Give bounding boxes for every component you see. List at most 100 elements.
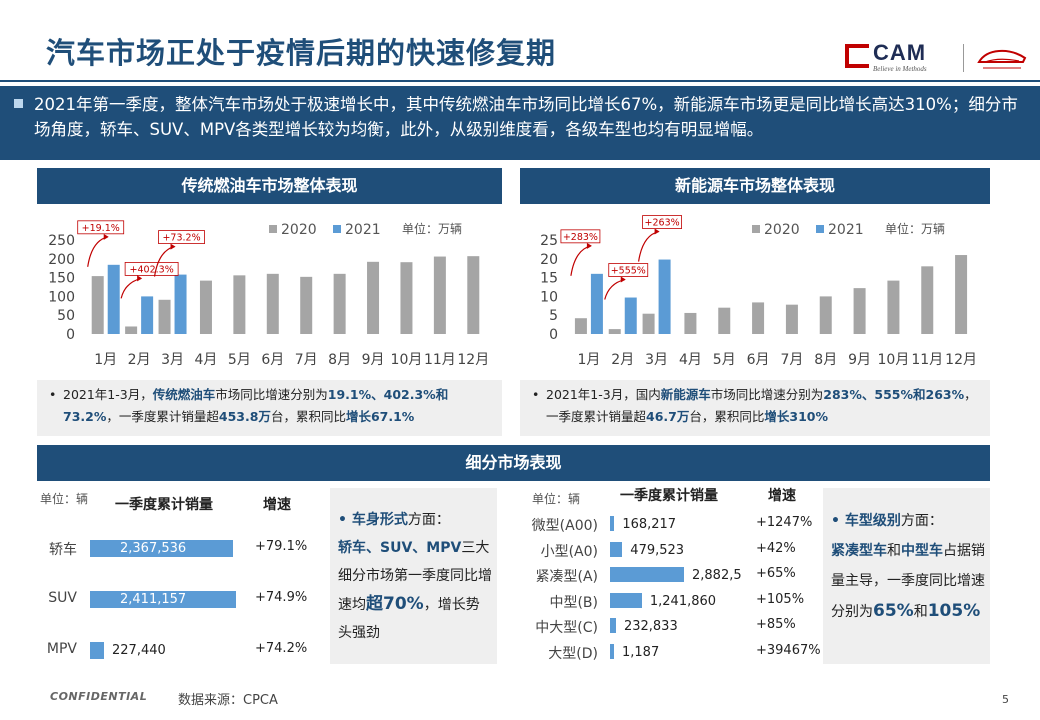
column-header-growth: 增速 [263,497,291,513]
legend-label: 2020 [281,222,317,238]
sales-value-label: 2,411,157 [120,592,187,607]
bar-2020 [608,329,621,334]
y-tick-label: 150 [48,271,75,287]
growth-arrow-icon [120,277,142,299]
title-divider [0,80,1040,82]
bar-2020 [467,256,480,334]
legend-swatch [752,225,760,233]
sales-bar [610,592,642,608]
growth-annotation-box [124,262,179,276]
y-tick-label: 100 [48,289,75,305]
arrowhead-icon [654,228,660,235]
bar-2021 [174,274,187,334]
nev-note-text: 台，累积同比 [689,409,765,424]
bar-2021 [590,273,603,334]
growth-rate-label: +85% [756,617,796,632]
sales-value-label: 232,833 [623,619,678,634]
level-note-text: 和 [913,604,928,620]
growth-rate-label: +105% [756,591,805,607]
page-title: 汽车市场正处于疫情后期的快速修复期 [46,36,557,70]
nev-note-text: 2021年1-3月，国内 [546,387,661,402]
growth-annotation-box [560,229,601,244]
bar-2021 [141,296,154,334]
growth-arrow-icon [87,236,108,267]
sales-bar [610,541,623,557]
legend-swatch [333,225,341,233]
bar-2020 [642,313,655,334]
body-note-highlight: 轿车、SUV、MPV [338,540,462,556]
legend-label: 2020 [764,222,800,238]
x-tick-label: 1月 [94,352,117,368]
nev-note-highlight: 新能源车 [660,387,711,402]
bar-2020 [233,275,246,334]
growth-annotation-box [608,263,649,277]
bullet-dot: • [338,512,352,528]
body-type-note-box: • 车身形式方面： 轿车、SUV、MPV三大细分市场第一季度同比增速均超70%，… [330,488,497,664]
x-tick-label: 6月 [261,352,284,368]
x-tick-label: 9月 [848,352,871,368]
y-tick-label: 25 [540,233,558,249]
sales-value-label: 1,187 [622,644,660,660]
growth-annotation-label: +402.3% [130,264,174,275]
x-tick-label: 2月 [128,352,151,368]
legend-swatch [269,225,277,233]
sales-bar [90,642,104,659]
y-tick-label: 250 [48,233,75,249]
logo-tagline: Believe in Methods [873,65,927,73]
bar-2020 [333,273,346,334]
section-title-ice: 传统燃油车市场整体表现 [37,168,502,204]
ice-note-box: • 2021年1-3月，传统燃油车市场同比增速分别为19.1%、402.3%和7… [37,380,502,436]
vehicle-level-note-box: • 车型级别方面： 紧凑型车和中型车占据销量主导，一季度同比增速分别为65%和1… [823,488,990,664]
legend-label: 2021 [828,222,864,238]
car-logo-icon [977,49,1027,69]
row-label: 轿车 [49,542,77,558]
logo-separator [963,44,964,72]
growth-annotation-box [158,230,205,244]
ice-note-text: 市场同比增速分别为 [215,387,328,402]
growth-rate-label: +65% [756,566,796,581]
unit-label: 单位：辆 [532,492,581,506]
x-tick-label: 11月 [424,352,456,368]
arrowhead-icon [586,242,592,249]
body-type-sales-table: 单位：辆 一季度累计销量 增速 轿车 2,367,536 +79.1% SUV 2,41… [37,486,322,666]
level-note-highlight: 65% [873,601,914,621]
sales-bar [610,618,616,633]
sales-value-label: 227,440 [112,643,166,658]
level-note-highlight: 车型级别 [844,513,901,529]
logo-text: CAM [873,40,927,65]
sales-bar [610,516,615,531]
section-title-nev: 新能源车市场整体表现 [520,168,990,204]
level-note-text: 占据销量主导，一季度同比增速分别为 [831,543,985,620]
level-note-highlight: 105% [927,601,981,621]
vehicle-level-sales-table: 单位：辆 一季度累计销量 增速 微型(A00) 168,217 +1247% 小型(A… [520,482,821,670]
bar-2021 [107,264,120,334]
sales-value-label: 2,367,536 [120,541,187,556]
x-tick-label: 8月 [328,352,351,368]
section-title-segments: 细分市场表现 [37,445,990,481]
bullet-dot: • [532,387,540,402]
body-note-text: 方面： [407,512,450,528]
nev-note-text: 市场同比增速分别为 [710,387,824,402]
x-tick-label: 10月 [878,352,910,368]
nev-note-highlight: 增长310% [764,409,828,424]
x-tick-label: 7月 [295,352,318,368]
row-label: SUV [48,590,77,606]
y-tick-label: 200 [48,252,75,268]
bar-2020 [752,302,765,334]
x-tick-label: 3月 [645,352,668,368]
x-tick-label: 8月 [814,352,837,368]
x-tick-label: 5月 [713,352,736,368]
bar-2020 [199,280,212,334]
sales-bar [610,567,684,582]
bar-2020 [785,304,798,334]
y-tick-label: 5 [549,308,558,324]
y-tick-label: 10 [540,289,558,305]
row-label: MPV [46,641,77,657]
bar-2020 [684,312,697,334]
ice-note-text: ，一季度累计销量超 [106,409,219,424]
ice-monthly-sales-chart: 0 50 100 150 200 250 2020 2021 单位：万辆 1月 2月 3月 4月 5月 6月… [48,220,489,368]
growth-rate-label: +1247% [756,515,813,530]
logo-mark-icon [845,44,869,68]
summary-banner: 2021年第一季度，整体汽车市场处于极速增长中，其中传统燃油车市场同比增长67%… [0,86,1040,160]
y-tick-label: 50 [57,308,75,324]
